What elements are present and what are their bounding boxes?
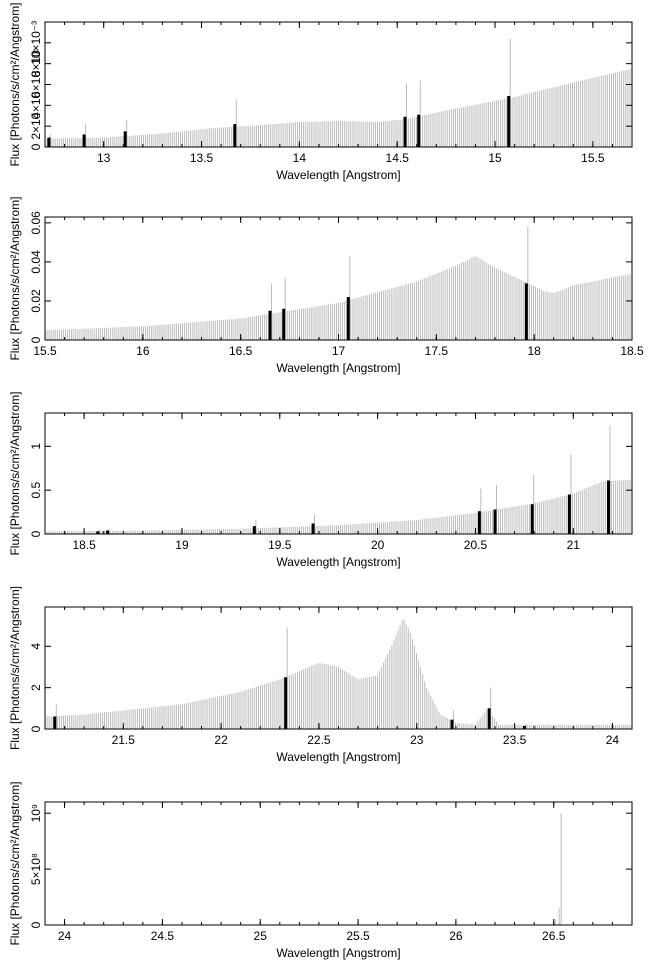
- y-tick-label: 6×10: [29, 71, 43, 98]
- x-tick-label: 17.5: [425, 344, 449, 358]
- x-tick-label: 23: [410, 733, 424, 747]
- x-tick-label: 16.5: [229, 344, 253, 358]
- y-tick-label: 0: [29, 143, 43, 150]
- line-feature-bar: [311, 523, 315, 534]
- y-tick-label: 1: [29, 443, 43, 450]
- spectrum-panel-5: 24 24.5 25 25.5 26 26.5 0 5×10⁸ 10⁹ Wavelength [A…: [8, 781, 633, 960]
- y-tick-label: 4×10: [29, 91, 43, 118]
- line-feature-bar: [233, 124, 237, 147]
- x-tick-label: 15.5: [581, 151, 605, 165]
- spectrum-panel-2: 15.5 16 16.5 17 17.5 18 18.5 0 0.02 0.04 0.06 Wavel…: [8, 196, 644, 375]
- y-tick-label: 10×10⁻³: [29, 21, 43, 65]
- model-bars: [45, 425, 632, 534]
- y-tick-label: 0.5: [29, 481, 43, 498]
- x-tick-label: 14.5: [386, 151, 410, 165]
- x-tick-label: 19.5: [268, 538, 292, 552]
- y-tick-label: 2: [29, 684, 43, 691]
- x-tick-label: 22.5: [307, 733, 331, 747]
- x-tick-label: 26: [449, 929, 463, 943]
- line-feature-bar: [530, 504, 534, 534]
- x-tick-label: 16: [136, 344, 150, 358]
- x-tick-label: 26.5: [542, 929, 566, 943]
- x-axis-label: Wavelength [Angstrom]: [276, 168, 400, 182]
- x-axis-label: Wavelength [Angstrom]: [276, 750, 400, 764]
- line-feature-bar: [106, 530, 110, 534]
- line-feature-bar: [450, 719, 454, 729]
- line-feature-bar: [524, 283, 528, 340]
- y-tick-label: 0: [29, 336, 43, 343]
- line-feature-bar: [507, 95, 511, 147]
- y-tick-label: 0.04: [29, 250, 43, 274]
- x-tick-label: 21.5: [112, 733, 136, 747]
- y-tick-label: 4: [29, 643, 43, 650]
- y-tick-label: 10⁹: [29, 804, 43, 823]
- x-tick-label: 23.5: [503, 733, 527, 747]
- x-tick-label: 18.5: [72, 538, 96, 552]
- x-tick-label: 15: [488, 151, 502, 165]
- x-tick-label: 20: [371, 538, 385, 552]
- model-bars: [45, 619, 632, 729]
- line-feature-bar: [268, 310, 272, 340]
- x-tick-label: 24: [58, 929, 72, 943]
- y-axis-label: Flux [Photons/s/cm²/Angstrom]: [8, 2, 22, 166]
- line-feature-bar: [123, 131, 127, 147]
- spectrum-panel-1: 13 13.5 14 14.5 15 15.5 0 2×104×106×108×1010×10…: [8, 2, 633, 182]
- line-feature-bar: [252, 526, 256, 534]
- line-feature-bar: [82, 134, 86, 147]
- x-tick-label: 19: [175, 538, 189, 552]
- line-feature-bar: [487, 708, 491, 729]
- x-axis-label: Wavelength [Angstrom]: [276, 555, 400, 569]
- x-tick-label: 13: [97, 151, 111, 165]
- line-feature-bar: [607, 480, 611, 534]
- model-bars: [45, 38, 632, 147]
- y-tick-label: 2×10: [29, 112, 43, 139]
- x-tick-label: 22: [214, 733, 228, 747]
- model-bars: [554, 813, 562, 925]
- x-tick-label: 15.5: [33, 344, 57, 358]
- x-tick-label: 25: [254, 929, 268, 943]
- x-axis-label: Wavelength [Angstrom]: [276, 361, 400, 375]
- y-tick-label: 0: [29, 725, 43, 732]
- line-feature-bar: [53, 716, 57, 729]
- line-feature-bar: [96, 531, 100, 534]
- y-axis-label: Flux [Photons/s/cm²/Angstrom]: [8, 781, 22, 945]
- x-tick-label: 25.5: [346, 929, 370, 943]
- y-axis-label: Flux [Photons/s/cm²/Angstrom]: [8, 196, 22, 360]
- x-tick-label: 18: [527, 344, 541, 358]
- line-feature-bar: [477, 511, 481, 534]
- model-bars: [45, 226, 632, 340]
- y-tick-label: 0.06: [29, 211, 43, 235]
- y-tick-label: 8×10: [29, 50, 43, 77]
- y-axis-label: Flux [Photons/s/cm²/Angstrom]: [8, 391, 22, 555]
- x-tick-label: 17: [332, 344, 346, 358]
- spectrum-panel-3: 18.5 19 19.5 20 20.5 21 0 0.5 1 Wavelength [Angst…: [8, 391, 633, 569]
- y-axis-label: Flux [Photons/s/cm²/Angstrom]: [8, 586, 22, 750]
- line-feature-bar: [417, 114, 421, 147]
- x-axis-label: Wavelength [Angstrom]: [276, 946, 400, 960]
- x-tick-label: 20.5: [464, 538, 488, 552]
- x-tick-label: 13.5: [190, 151, 214, 165]
- line-feature-bar: [567, 494, 571, 534]
- y-tick-label: 5×10⁸: [29, 853, 43, 885]
- x-tick-label: 14: [293, 151, 307, 165]
- x-tick-label: 18.5: [620, 344, 644, 358]
- x-tick-label: 24.5: [151, 929, 175, 943]
- line-feature-bar: [522, 725, 526, 729]
- line-feature-bar: [284, 677, 288, 729]
- line-feature-bar: [47, 137, 51, 147]
- y-tick-label: 0: [29, 921, 43, 928]
- x-tick-label: 21: [567, 538, 581, 552]
- line-feature-bar: [282, 308, 286, 340]
- y-tick-label: 0: [29, 530, 43, 537]
- line-feature-bar: [403, 116, 407, 147]
- y-tick-label: 0.02: [29, 289, 43, 313]
- line-feature-bar: [493, 509, 497, 534]
- line-feature-bar: [346, 297, 350, 340]
- x-tick-label: 24: [606, 733, 620, 747]
